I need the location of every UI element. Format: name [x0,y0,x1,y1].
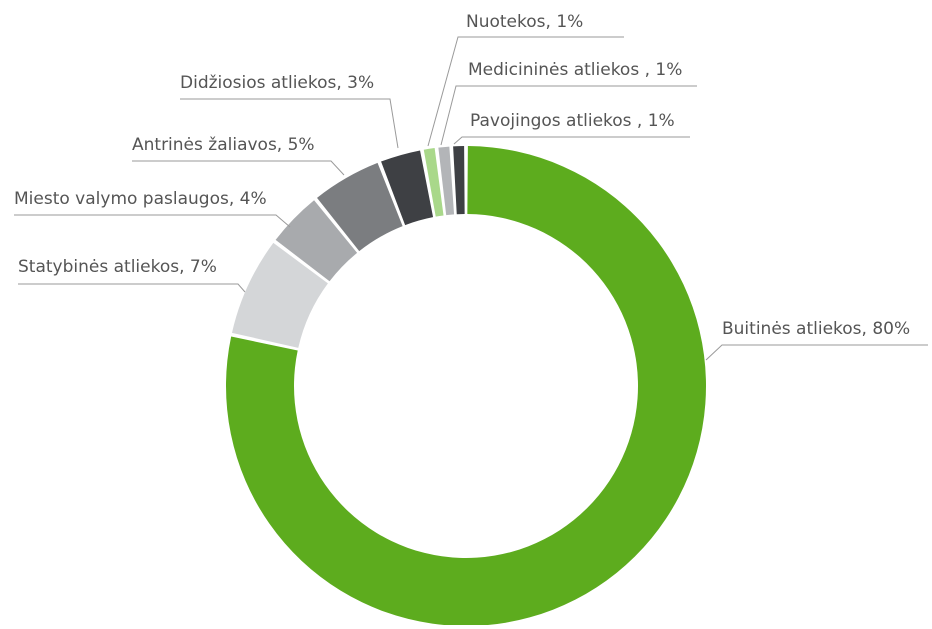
slice-pavojingos [453,146,465,215]
leader-line-didziosios [180,98,399,149]
leader-line-medicinines [440,85,697,146]
slice-medicinines [438,146,455,216]
slice-antrines [317,162,403,252]
slice-miesto-valymo [275,200,358,282]
leader-line-buitines [705,344,928,361]
slice-statybines [231,242,328,348]
slice-label-medicinines: Medicininės atliekos , 1% [468,60,682,80]
slice-label-didziosios: Didžiosios atliekos, 3% [180,73,374,93]
slice-label-antrines: Antrinės žaliavos, 5% [132,135,315,155]
leader-line-nuotekos [427,36,624,147]
slice-label-statybines: Statybinės atliekos, 7% [18,257,217,277]
slice-label-nuotekos: Nuotekos, 1% [466,12,583,32]
slice-label-miesto-valymo: Miesto valymo paslaugos, 4% [14,189,267,209]
slices-group [226,146,707,627]
leader-line-miesto-valymo [14,214,291,228]
slice-didziosios [381,150,434,226]
slice-label-buitines: Buitinės atliekos, 80% [722,319,910,339]
leader-line-antrines [132,160,345,176]
slice-label-pavojingos: Pavojingos atliekos , 1% [470,111,675,131]
leader-line-statybines [18,283,246,293]
leader-line-pavojingos [453,136,690,145]
slice-nuotekos [423,148,444,217]
leaders-group [14,36,928,361]
labels-group: Buitinės atliekos, 80% Statybinės atlieko… [14,12,910,339]
